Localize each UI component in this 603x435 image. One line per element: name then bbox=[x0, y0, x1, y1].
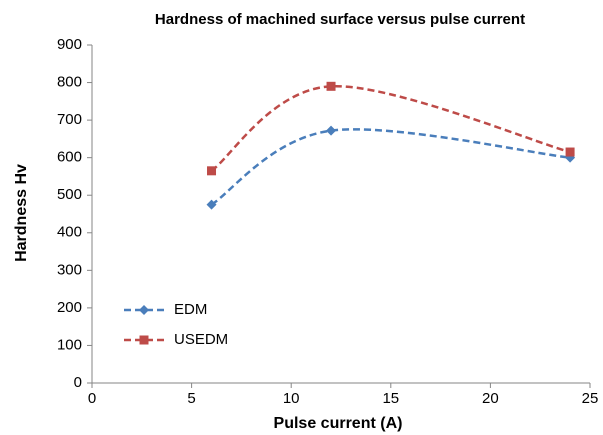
y-tick-label: 300 bbox=[57, 261, 82, 278]
y-tick-label: 900 bbox=[57, 36, 82, 53]
y-tick-label: 500 bbox=[57, 186, 82, 203]
y-tick-label: 0 bbox=[74, 374, 82, 391]
legend-label: EDM bbox=[174, 301, 207, 318]
y-tick-label: 800 bbox=[57, 74, 82, 91]
y-axis-label: Hardness Hv bbox=[13, 164, 30, 262]
series-line bbox=[210, 128, 571, 206]
x-tick-label: 25 bbox=[582, 390, 599, 407]
x-axis-label: Pulse current (A) bbox=[274, 415, 403, 432]
marker bbox=[326, 125, 337, 136]
x-tick-label: 20 bbox=[482, 390, 499, 407]
legend-marker bbox=[139, 335, 149, 345]
marker bbox=[565, 147, 575, 157]
y-tick-label: 600 bbox=[57, 149, 82, 166]
y-tick-label: 200 bbox=[57, 299, 82, 316]
y-tick-label: 400 bbox=[57, 224, 82, 241]
x-tick-label: 15 bbox=[382, 390, 399, 407]
y-tick-label: 100 bbox=[57, 336, 82, 353]
marker bbox=[206, 199, 217, 210]
marker bbox=[207, 166, 217, 176]
x-tick-label: 10 bbox=[283, 390, 300, 407]
x-tick-label: 5 bbox=[187, 390, 195, 407]
legend-label: USEDM bbox=[174, 331, 228, 348]
chart-title: Hardness of machined surface versus puls… bbox=[155, 11, 525, 28]
marker bbox=[326, 81, 336, 91]
legend-marker bbox=[139, 305, 149, 315]
x-tick-label: 0 bbox=[88, 390, 96, 407]
series-line bbox=[210, 85, 571, 172]
y-tick-label: 700 bbox=[57, 111, 82, 128]
